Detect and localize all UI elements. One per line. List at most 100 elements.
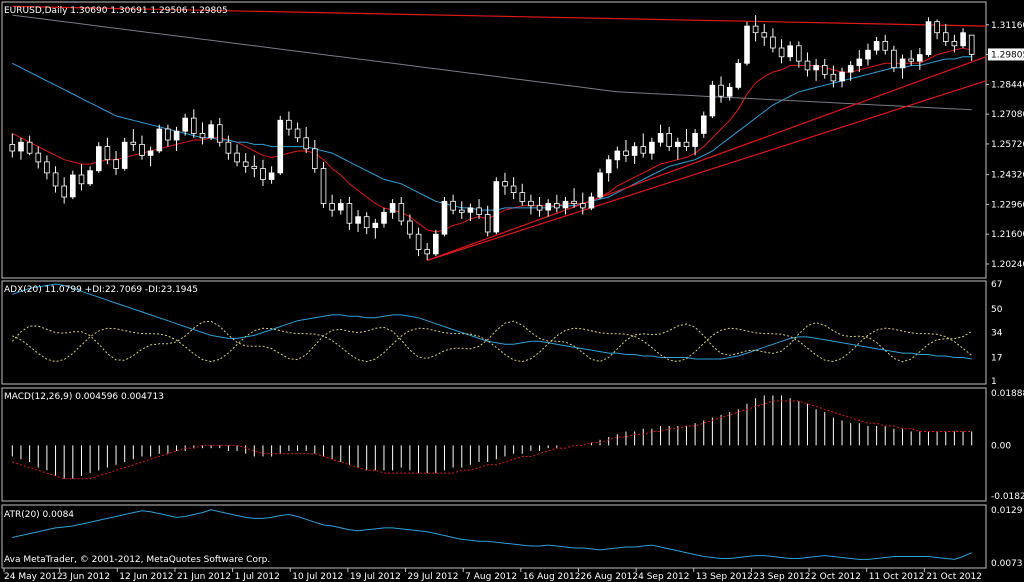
candle-bear [113,159,119,169]
candle-bear [130,141,137,145]
candle-bear [407,220,413,235]
current-price-box [988,48,1024,61]
adx-panel[interactable]: ADX(20) 11.0799 +DI:22.7069 -DI:23.1945 [4,283,973,363]
candle-bear [528,200,534,207]
candle-bull [960,32,966,47]
candle-bull [173,130,180,141]
candle-bear [822,65,828,75]
price-tick-label: 1.22960 [991,200,1024,210]
candle-bull [899,58,906,69]
candle-bull [493,181,500,233]
candle-bull [709,84,716,117]
candle-bull [735,62,742,88]
candle-bear [363,216,370,229]
date-tick-label: 23 Sep 2012 [753,572,810,582]
candle-bear [718,84,724,97]
candle-bear [458,209,465,213]
candle-bear [44,161,50,174]
candle-bear [536,205,543,211]
candle-bull [917,54,923,62]
macd-panel[interactable]: MACD(12,26,9) 0.004596 0.004713 [4,392,973,480]
price-panel-header: EURUSD,Daily 1.30690 1.30691 1.29506 1.2… [4,6,228,16]
ma-gray-line [12,14,972,111]
candle-bull [865,49,871,60]
candle-bull [96,146,102,172]
candle-bear [502,181,508,187]
adx-frame [1,280,987,385]
candle-bear [510,185,517,193]
date-tick-label: 24 May 2012 [4,572,63,582]
adx-tick-label: 50 [991,305,1003,315]
candle-bear [260,168,266,180]
trendline-0 [12,5,987,27]
date-tick-label: 16 Aug 2012 [523,572,581,582]
candle-bull [121,141,128,169]
main-frame [1,1,987,279]
price-tick-label: 1.21600 [991,230,1024,240]
candle-bear [139,143,145,156]
current-price-label: 1.29805 [991,50,1024,60]
candle-bull [588,196,595,209]
candle-bear [398,203,405,222]
atr-line [12,509,972,560]
candle-bull [839,71,845,82]
candle-bull [18,141,24,152]
atr-panel[interactable]: ATR(20) 0.0084 Ava MetaTrader, © 2001-20… [4,509,972,565]
candle-bear [26,141,33,154]
candle-bear [951,41,958,47]
candle-bull [355,216,361,224]
trendlines[interactable] [12,5,987,262]
candle-bear [770,36,776,49]
candle-bear [294,128,301,139]
candle-bull [787,45,793,58]
candle-bear [311,148,318,169]
candle-bear [830,73,837,82]
candle-bull [873,41,880,51]
trendline-1 [426,56,987,262]
price-panel[interactable]: EURUSD,Daily 1.30690 1.30691 1.29506 1.2… [4,5,987,262]
candle-bull [87,170,93,185]
candle-bull [389,203,396,213]
candle-bull [372,222,379,228]
candle-bull [856,58,863,66]
candle-bear [9,143,16,152]
macd-frame [1,387,987,502]
candle-bear [519,192,526,202]
price-tick-label: 1.31160 [991,21,1024,31]
price-tick-label: 1.25720 [991,140,1024,150]
candle-bear [640,146,647,154]
date-tick-label: 29 Jul 2012 [408,572,459,582]
adx-tick-label: 34 [991,329,1003,339]
price-axis[interactable]: 1.31160 1.29805 1.28440 1.27080 1.25720 1.243… [986,21,1024,569]
candle-bear [943,32,949,42]
date-tick-label: 3 Jun 2012 [62,572,110,582]
candle-bear [761,32,768,38]
atr-tick-label: 0.0129 [991,506,1023,516]
candle-bear [320,168,327,204]
candle-bear [52,172,59,187]
date-tick-label: 4 Sep 2012 [638,572,689,582]
candle-bull [597,172,603,198]
candle-bull [147,150,154,156]
candle-bear [165,128,171,141]
candle-bear [683,141,690,147]
adx-tick-label: 1 [991,377,997,387]
candle-bear [35,152,42,163]
candle-bull [268,172,275,180]
adx-line [12,283,972,360]
candle-bull [70,174,76,198]
candle-bull [675,141,681,147]
di-plus-line [11,320,972,363]
candle-bear [623,150,629,156]
candle-bear [286,119,292,130]
macd-series [11,395,973,480]
candle-bear [752,25,759,34]
date-tick-label: 7 Aug 2012 [465,572,517,582]
candle-bull [545,203,551,211]
candle-bull [847,65,854,73]
candle-bull [657,132,664,143]
date-tick-label: 13 Sep 2012 [696,572,753,582]
macd-signal-line [12,400,972,480]
